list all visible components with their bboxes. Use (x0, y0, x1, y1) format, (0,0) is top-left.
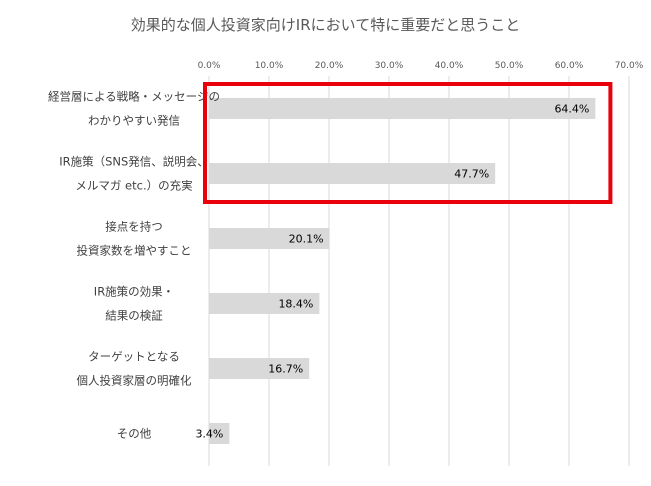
bar-3 (209, 293, 320, 314)
data-label-0: 64.4% (554, 103, 589, 116)
highlight-rect (203, 82, 613, 204)
category-label-2-1: 投資家数を増やすこと (77, 244, 192, 258)
data-label-1: 47.7% (454, 168, 489, 181)
category-label-3-0: IR施策の効果・ (94, 285, 174, 299)
bar-4 (209, 358, 310, 379)
data-label-3: 18.4% (278, 298, 313, 311)
x-tick-label-0: 0.0% (198, 61, 221, 71)
category-label-5-0: その他 (117, 427, 152, 441)
bar-1 (209, 163, 496, 184)
bar-2 (209, 228, 330, 249)
bars (209, 98, 596, 444)
x-tick-label-7: 70.0% (615, 61, 644, 71)
bar-0 (209, 98, 596, 119)
x-axis-ticks: 0.0% 10.0% 20.0% 30.0% 40.0% 50.0% 60.0% 70.0% (198, 61, 644, 71)
category-label-2-0: 接点を持つ (105, 220, 163, 234)
chart-title: 効果的な個人投資家向けIRにおいて特に重要だと思うこと (130, 16, 521, 34)
category-label-4-1: 個人投資家層の明確化 (77, 374, 192, 388)
category-label-3-1: 結果の検証 (105, 309, 163, 323)
category-label-0-1: わかりやすい発信 (88, 114, 180, 128)
grid-lines (208, 76, 630, 466)
data-label-4: 16.7% (268, 363, 303, 376)
category-label-1-0: IR施策（SNS発信、説明会、 (59, 155, 209, 169)
x-tick-label-1: 10.0% (255, 61, 284, 71)
category-label-4-0: ターゲットとなる (88, 350, 180, 364)
data-label-2: 20.1% (289, 233, 324, 246)
data-labels: 64.4% 47.7% 20.1% 18.4% 16.7% 3.4% (195, 103, 589, 441)
data-label-5: 3.4% (195, 428, 223, 441)
x-tick-label-3: 30.0% (375, 61, 404, 71)
x-tick-label-4: 40.0% (435, 61, 464, 71)
category-label-0-0: 経営層による戦略・メッセージの (48, 90, 220, 104)
bar-5 (209, 423, 230, 444)
category-label-1-1: メルマガ etc.）の充実 (75, 179, 192, 193)
x-tick-label-5: 50.0% (495, 61, 524, 71)
x-tick-label-2: 20.0% (315, 61, 344, 71)
highlight-box (203, 82, 613, 204)
x-tick-label-6: 60.0% (555, 61, 584, 71)
